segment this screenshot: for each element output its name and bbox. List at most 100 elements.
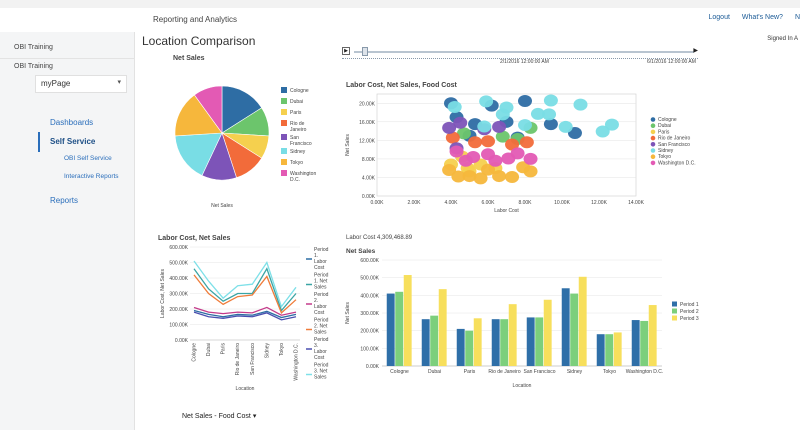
bar-ytick-label: 100.00K — [360, 346, 379, 352]
bar-xtick-label: Paris — [464, 369, 476, 375]
scatter-point — [518, 94, 532, 107]
scatter-xtick-label: 2.00K — [407, 200, 421, 206]
nav-self-service[interactable]: Self Service — [50, 137, 96, 146]
line-series — [193, 267, 297, 312]
scatter-point — [456, 127, 471, 140]
pie-legend-label: Washington — [290, 171, 316, 177]
nav-dashboards[interactable]: Dashboards — [50, 118, 94, 127]
nav-interactive-reports[interactable]: Interactive Reports — [64, 173, 119, 180]
page-select[interactable]: myPage ▾ — [35, 75, 127, 93]
bar-legend-label: Period 1 — [680, 302, 699, 308]
page-title: Location Comparison — [142, 34, 256, 48]
play-icon[interactable]: ▶ — [342, 47, 350, 55]
scatter-legend-label: San Francisco — [658, 142, 690, 148]
pie-legend-swatch — [281, 109, 287, 115]
bar — [403, 275, 412, 366]
sidebar-item-obi-training-1[interactable]: OBI Training — [14, 44, 53, 51]
scatter-legend-marker — [650, 148, 656, 153]
bar-legend-label: Period 3 — [680, 316, 699, 322]
header-links: Logout What's New? N — [709, 14, 800, 21]
slider-track[interactable] — [354, 51, 694, 53]
scatter-legend-label: Cologne — [658, 117, 677, 123]
nav-obi-self-service[interactable]: OBI Self Service — [64, 155, 112, 162]
line-xtick-label: Cologne — [192, 343, 198, 362]
labor-cost-header: Labor Cost 4,309,468.89 — [346, 235, 413, 241]
sidebar-divider — [0, 58, 135, 59]
bar-ytick-label: 500.00K — [360, 276, 379, 282]
scatter-point — [458, 154, 473, 167]
line-legend-label: Period — [314, 273, 329, 279]
line-legend-label: Labor — [314, 259, 327, 265]
measure-dropdown[interactable]: Net Sales - Food Cost ▾ — [182, 412, 256, 420]
scatter-xtick-label: 14.00K — [628, 200, 645, 206]
slider-thumb[interactable] — [362, 47, 368, 56]
line-legend-label: Cost — [314, 265, 325, 271]
sidebar-item-obi-training-2[interactable]: OBI Training — [14, 63, 53, 70]
slider-date-end: 6/1/2016 12:00:00 AM — [647, 59, 696, 65]
line-legend-label: Labor — [314, 349, 327, 355]
pie-legend-swatch — [281, 120, 287, 126]
bar — [605, 334, 614, 366]
pie-legend-swatch — [281, 148, 287, 154]
line-series — [193, 306, 297, 316]
line-ytick-label: 600.00K — [169, 245, 188, 251]
truncated-link[interactable]: N — [794, 14, 800, 21]
nav-active-indicator — [38, 132, 40, 152]
bar — [631, 320, 640, 366]
whats-new-link[interactable]: What's New? — [741, 14, 783, 21]
bar — [465, 330, 474, 366]
scatter-point — [453, 116, 468, 129]
pie-legend-swatch — [281, 134, 287, 140]
line-legend-label: Sales — [314, 285, 327, 291]
bar-xtick-label: Washington D.C. — [626, 369, 664, 375]
window-frame — [0, 0, 800, 8]
scatter-point — [543, 118, 558, 131]
scatter-legend-label: Dubai — [658, 123, 671, 129]
bar — [421, 319, 430, 366]
scatter-legend-marker — [650, 135, 656, 141]
line-legend-label: Labor — [314, 304, 327, 310]
scatter-ytick-label: 20.00K — [359, 101, 376, 107]
signed-in-label: Signed In A — [767, 36, 798, 42]
scatter-point — [505, 138, 520, 151]
logout-link[interactable]: Logout — [708, 14, 730, 21]
bar — [640, 320, 649, 366]
bar-xtick-label: San Francisco — [524, 369, 556, 375]
pie-legend-label: Tokyo — [290, 160, 303, 166]
bar — [430, 315, 439, 366]
line-legend-label: Period — [314, 247, 329, 253]
bar — [613, 332, 622, 366]
slider-end-icon[interactable]: ▶ — [693, 48, 698, 54]
bar-legend-swatch — [672, 315, 677, 321]
pie-legend-label: Paris — [290, 110, 302, 116]
bar-ytick-label: 600.00K — [360, 258, 379, 264]
scatter-point — [473, 172, 488, 185]
line-series — [193, 260, 297, 309]
bar-ytick-label: 0.00K — [366, 364, 380, 370]
line-legend-label: Period — [314, 292, 329, 298]
nav-reports[interactable]: Reports — [50, 196, 79, 205]
scatter-point — [518, 119, 532, 132]
sidebar: OBI Training OBI Training myPage ▾ Dashb… — [0, 32, 135, 430]
pie-legend-swatch — [281, 87, 287, 93]
bar — [395, 291, 404, 366]
scatter-point — [519, 136, 534, 149]
scatter-point — [442, 121, 457, 134]
scatter-ylabel: Net Sales — [345, 134, 351, 156]
scatter-point — [449, 145, 464, 158]
scatter-point — [542, 108, 557, 121]
top-header: Reporting and Analytics Logout What's Ne… — [0, 8, 800, 32]
bar-xtick-label: Rio de Janeiro — [488, 369, 520, 375]
scatter-legend-label: Sidney — [658, 148, 674, 154]
bar-ylabel: Net Sales — [345, 302, 351, 324]
line-ytick-label: 100.00K — [169, 323, 188, 329]
pie-legend-swatch — [281, 159, 287, 165]
bar — [535, 317, 544, 366]
time-slider[interactable]: ▶ ▶ 2/1/2016 12:00:00 AM 6/1/2016 12:00:… — [342, 47, 698, 67]
bar — [570, 293, 579, 366]
line-xtick-label: Tokyo — [279, 343, 285, 356]
pie-legend-label: Francisco — [290, 141, 312, 147]
bar-xtick-label: Dubai — [428, 369, 441, 375]
scatter-xtick-label: 0.00K — [370, 200, 384, 206]
